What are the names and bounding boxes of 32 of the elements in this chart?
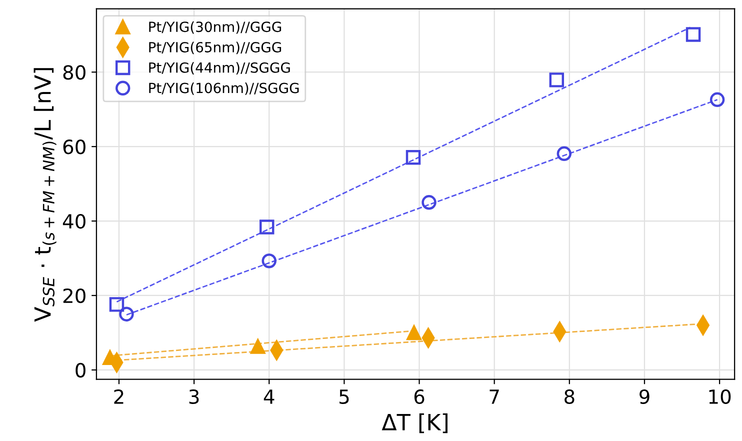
point — [556, 146, 572, 162]
legend-label: Pt/YIG(30nm)//GGG — [149, 21, 282, 34]
point — [549, 72, 564, 88]
y-axis-title: V$_{SSE}$ · t$_{(s+FM+NM)}$/L [nV] — [34, 68, 56, 322]
point — [109, 297, 124, 312]
x-axis-title: ΔT [K] — [382, 413, 448, 434]
x-tick-label: 4 — [264, 390, 274, 404]
y-tick-label: 40 — [62, 214, 86, 229]
point — [262, 254, 276, 268]
x-tick-label: 10 — [709, 389, 731, 404]
legend-label: Pt/YIG(65nm)//GGG — [149, 42, 282, 54]
point — [406, 150, 421, 165]
point — [422, 195, 436, 210]
x-tick-label: 8 — [564, 389, 574, 404]
x-tick-label: 2 — [114, 389, 124, 404]
y-tick-label: 0 — [76, 362, 86, 378]
point — [250, 339, 266, 354]
point — [119, 306, 134, 322]
legend-label: Pt/YIG(44nm)//SGGG — [149, 62, 290, 74]
y-tick-label: 60 — [63, 140, 86, 154]
point — [686, 27, 701, 42]
x-tick-label: 7 — [490, 390, 499, 404]
x-tick-label: 3 — [189, 389, 199, 404]
point — [406, 325, 422, 340]
legend-label: Pt/YIG(106nm)//SGGG — [149, 82, 299, 95]
x-tick-label: 9 — [640, 389, 650, 404]
x-tick-label: 6 — [414, 389, 424, 404]
point — [710, 92, 725, 108]
y-tick-label: 80 — [63, 65, 86, 80]
x-tick-label: 5 — [340, 390, 349, 404]
point — [260, 220, 274, 234]
y-tick-label: 20 — [63, 288, 86, 304]
